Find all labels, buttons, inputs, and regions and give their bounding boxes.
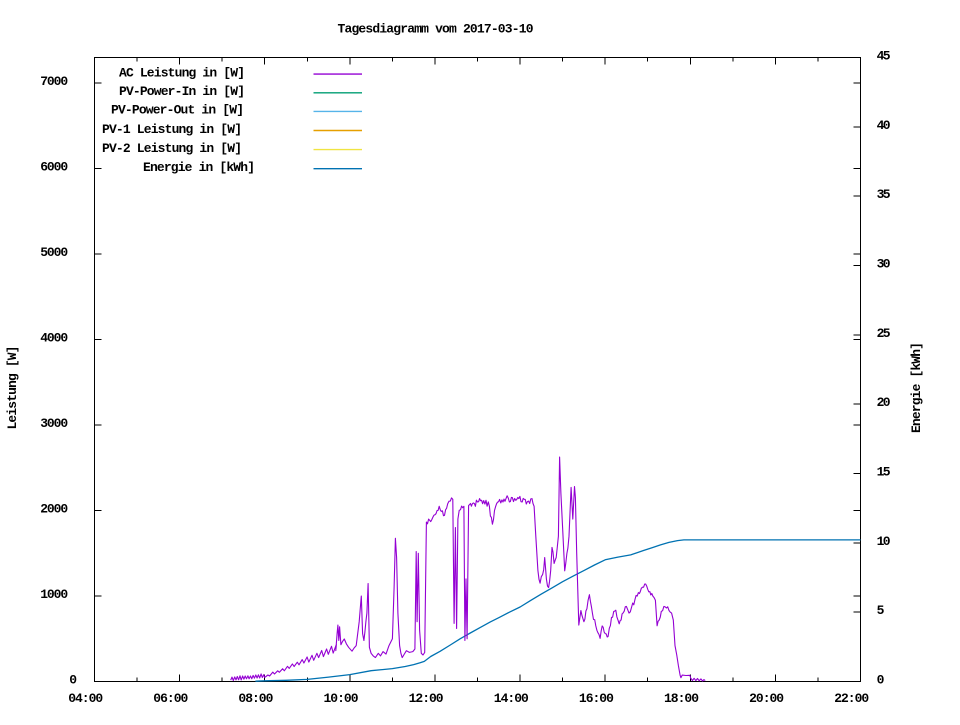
svg-text:12:00: 12:00: [409, 691, 444, 706]
svg-text:04:00: 04:00: [68, 691, 103, 706]
svg-text:Tagesdiagramm vom 2017-03-10: Tagesdiagramm vom 2017-03-10: [338, 21, 534, 36]
svg-text:5: 5: [877, 603, 885, 618]
svg-text:0: 0: [69, 672, 77, 687]
svg-text:Leistung [W]: Leistung [W]: [5, 346, 20, 430]
svg-text:30: 30: [877, 257, 891, 272]
svg-text:6000: 6000: [40, 159, 68, 174]
svg-text:15: 15: [877, 465, 891, 480]
svg-text:2000: 2000: [40, 501, 68, 516]
svg-text:PV-2 Leistung in [W]: PV-2 Leistung in [W]: [102, 141, 242, 156]
svg-text:06:00: 06:00: [153, 691, 188, 706]
svg-text:18:00: 18:00: [664, 691, 699, 706]
svg-text:1000: 1000: [40, 587, 68, 602]
svg-text:16:00: 16:00: [579, 691, 614, 706]
svg-text:10:00: 10:00: [324, 691, 359, 706]
svg-text:PV-1 Leistung in [W]: PV-1 Leistung in [W]: [102, 122, 242, 137]
svg-text:7000: 7000: [40, 74, 68, 89]
svg-text:PV-Power-In in [W]: PV-Power-In in [W]: [119, 84, 245, 99]
svg-text:PV-Power-Out in [W]: PV-Power-Out in [W]: [111, 103, 244, 118]
svg-text:0: 0: [877, 673, 885, 688]
svg-text:35: 35: [877, 187, 891, 202]
svg-text:20: 20: [877, 395, 891, 410]
svg-text:4000: 4000: [40, 330, 68, 345]
svg-text:5000: 5000: [40, 245, 68, 260]
svg-text:45: 45: [877, 49, 891, 64]
svg-text:20:00: 20:00: [749, 691, 784, 706]
svg-text:10: 10: [877, 534, 891, 549]
svg-text:14:00: 14:00: [494, 691, 529, 706]
svg-text:08:00: 08:00: [238, 691, 273, 706]
svg-text:AC Leistung in [W]: AC Leistung in [W]: [119, 65, 245, 80]
svg-text:3000: 3000: [40, 416, 68, 431]
svg-text:22:00: 22:00: [834, 691, 869, 706]
svg-text:Energie in [kWh]: Energie in [kWh]: [143, 160, 255, 175]
svg-text:25: 25: [877, 326, 891, 341]
svg-text:40: 40: [877, 118, 891, 133]
svg-text:Energie [kWh]: Energie [kWh]: [909, 342, 924, 433]
